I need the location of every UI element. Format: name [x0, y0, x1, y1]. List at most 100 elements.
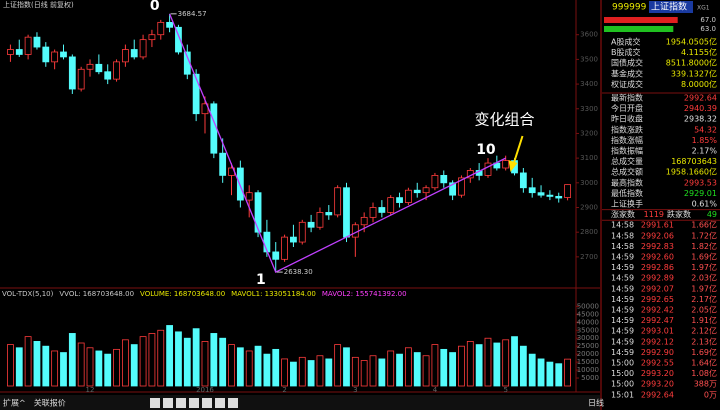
y-tick-label: 3100: [580, 154, 598, 162]
trade-volume: 1.69亿: [691, 252, 717, 262]
breadth-value: 1119: [644, 210, 664, 219]
icon[interactable]: [176, 398, 186, 408]
volume-tick-label: 30000: [577, 334, 599, 342]
volume-bar: [502, 339, 510, 387]
volume-tick-label: 20000: [577, 350, 599, 358]
candle-body: [192, 73, 200, 115]
trade-time: 14:58: [611, 242, 634, 251]
row-label: 今日开盘: [611, 103, 643, 113]
candle-body: [42, 46, 50, 63]
icon[interactable]: [189, 398, 199, 408]
volume-bar: [458, 345, 465, 387]
trade-volume: 1.97亿: [691, 283, 717, 293]
trade-volume: 2.05亿: [691, 305, 717, 315]
volume-bar: [298, 356, 306, 387]
icon[interactable]: [202, 398, 212, 408]
candle-body: [139, 39, 147, 58]
trade-time: 15:00: [611, 369, 634, 378]
volume-bar: [537, 358, 545, 387]
breadth-label: 涨家数: [611, 209, 635, 219]
trade-price: 2993.01: [641, 327, 674, 336]
volume-bar: [104, 353, 112, 387]
candle-body: [343, 187, 350, 238]
candle-body: [219, 152, 227, 176]
toolbar: [0, 395, 600, 410]
volume-bar: [378, 358, 386, 387]
candle-body: [360, 216, 368, 226]
ratio-bar: [604, 17, 678, 23]
icon[interactable]: [163, 398, 173, 408]
volume-bar: [33, 341, 41, 387]
x-tick-label: 4: [433, 386, 438, 394]
row-value: 2929.01: [684, 189, 717, 198]
volume-bar: [113, 348, 120, 387]
volume-bar: [15, 347, 23, 387]
y-tick-label: 2800: [580, 228, 598, 236]
row-value: 2992.64: [684, 94, 717, 103]
stock-name: 上证指数: [651, 1, 687, 13]
volume-legend: VOLUME: 168703648.00: [140, 290, 225, 298]
volume-bar: [334, 344, 342, 387]
volume-bar: [440, 348, 448, 387]
trade-price: 2993.20: [641, 380, 674, 389]
volume-bar: [484, 337, 492, 387]
period-label[interactable]: 日线: [588, 398, 604, 408]
trade-price: 2991.61: [641, 221, 674, 230]
trade-volume: 2.13亿: [691, 336, 717, 346]
volume-bar: [219, 337, 227, 387]
candle-body: [422, 187, 430, 194]
candle-body: [440, 175, 448, 184]
candle-body: [51, 51, 59, 63]
trade-price: 2992.60: [641, 253, 674, 262]
volume-bar: [175, 331, 182, 387]
volume-bar: [228, 344, 235, 387]
volume-bar: [7, 344, 14, 387]
icon[interactable]: [215, 398, 225, 408]
row-value: 2.17%: [692, 147, 718, 156]
x-tick-label: 5: [503, 386, 507, 394]
toolbar-tab[interactable]: 扩展^: [3, 398, 26, 408]
candle-body: [245, 192, 253, 201]
icon[interactable]: [150, 398, 160, 408]
candle-body: [175, 26, 182, 53]
candle-body: [325, 212, 333, 216]
row-label: 总成交量: [611, 156, 643, 166]
x-tick-label: 12: [86, 386, 95, 394]
icon[interactable]: [228, 398, 238, 408]
toolbar-tab[interactable]: 关联报价: [34, 398, 66, 408]
volume-bar: [254, 345, 262, 387]
wave-label: 0: [150, 0, 160, 14]
trade-time: 14:59: [611, 295, 634, 304]
y-tick-label: 3300: [580, 105, 598, 113]
candle-body: [210, 103, 218, 154]
trade-price: 2992.65: [641, 295, 674, 304]
volume-bar: [245, 350, 253, 387]
trade-time: 14:59: [611, 327, 634, 336]
volume-bar: [316, 355, 324, 387]
volume-bar: [404, 347, 412, 387]
volume-tick-label: 45000: [577, 310, 599, 318]
volume-bar: [546, 361, 554, 387]
trade-volume: 1.69亿: [691, 347, 717, 357]
candle-body: [396, 197, 403, 203]
trade-price: 2992.89: [641, 274, 674, 283]
candle-body: [307, 221, 315, 228]
volume-bar: [369, 355, 377, 387]
x-tick-label: 2: [282, 386, 286, 394]
candle-body: [60, 51, 67, 58]
volume-bar: [95, 350, 103, 387]
volume-bar: [413, 352, 421, 387]
x-tick-label: 2016: [196, 386, 214, 394]
trade-volume: 2.03亿: [691, 273, 717, 283]
trade-time: 14:59: [611, 253, 634, 262]
volume-bar: [148, 333, 156, 387]
row-label: 昨日收盘: [611, 114, 643, 124]
volume-bar: [24, 336, 32, 387]
row-label: B股成交: [611, 47, 641, 57]
candle-body: [86, 63, 94, 70]
trade-price: 2992.42: [641, 306, 674, 315]
candle-body: [148, 34, 156, 41]
price-label: 3684.57: [178, 10, 207, 18]
row-label: 指数涨跌: [611, 124, 643, 134]
